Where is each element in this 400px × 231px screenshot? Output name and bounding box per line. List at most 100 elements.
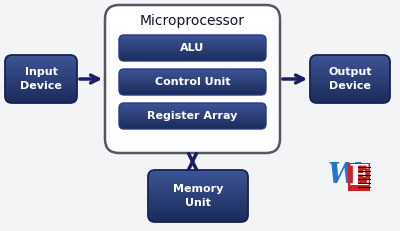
Bar — [310, 84, 390, 86]
Bar — [119, 88, 266, 89]
Bar — [148, 208, 248, 210]
Bar — [148, 189, 248, 191]
Bar — [148, 173, 248, 176]
Bar — [119, 51, 266, 52]
Bar — [119, 55, 266, 56]
Bar — [148, 212, 248, 214]
Bar — [119, 115, 266, 116]
Bar — [119, 113, 266, 114]
Bar — [119, 48, 266, 49]
Bar — [119, 110, 266, 112]
Bar — [119, 56, 266, 57]
Bar — [119, 120, 266, 121]
Bar — [119, 38, 266, 39]
Bar — [148, 217, 248, 219]
Bar — [5, 79, 77, 81]
Bar — [5, 57, 77, 59]
Bar — [119, 86, 266, 87]
Text: Device: Device — [20, 81, 62, 91]
Bar — [310, 74, 390, 76]
Bar — [119, 110, 266, 111]
Bar — [119, 48, 266, 50]
Bar — [148, 192, 248, 195]
Bar — [5, 71, 77, 73]
Bar — [310, 76, 390, 78]
Bar — [148, 215, 248, 217]
Bar — [5, 89, 77, 91]
Bar — [148, 187, 248, 190]
Bar — [119, 43, 266, 44]
Bar — [5, 100, 77, 102]
Bar — [310, 63, 390, 65]
Bar — [119, 45, 266, 46]
Text: ALU: ALU — [180, 43, 205, 53]
Bar — [119, 94, 266, 95]
Bar — [119, 114, 266, 116]
Bar — [119, 39, 266, 40]
Bar — [148, 194, 248, 197]
Bar — [119, 88, 266, 90]
Bar — [119, 49, 266, 50]
Bar — [119, 76, 266, 77]
FancyBboxPatch shape — [105, 5, 280, 153]
Bar — [119, 69, 266, 70]
Bar — [5, 76, 77, 78]
Bar — [119, 127, 266, 128]
Bar — [119, 40, 266, 41]
Bar — [5, 63, 77, 65]
Bar — [119, 47, 266, 48]
Bar — [119, 92, 266, 93]
Bar — [310, 97, 390, 99]
Bar — [148, 184, 248, 186]
Bar — [119, 122, 266, 123]
Bar — [119, 35, 266, 36]
Bar — [148, 185, 248, 188]
Bar — [119, 93, 266, 94]
Bar — [310, 82, 390, 84]
Bar — [119, 73, 266, 74]
Bar — [119, 85, 266, 87]
Bar — [119, 116, 266, 118]
Text: Register Array: Register Array — [147, 111, 238, 121]
Bar — [119, 113, 266, 115]
Bar — [119, 107, 266, 108]
Text: Memory: Memory — [173, 184, 223, 194]
Bar — [119, 41, 266, 42]
Bar — [310, 65, 390, 67]
Bar — [310, 87, 390, 89]
Bar — [5, 87, 77, 89]
Bar — [119, 40, 266, 41]
Bar — [310, 79, 390, 81]
Text: Input: Input — [24, 67, 58, 77]
Bar — [148, 219, 248, 221]
Bar — [119, 53, 266, 54]
Bar — [310, 98, 390, 100]
Bar — [119, 119, 266, 120]
Bar — [119, 91, 266, 92]
Bar — [5, 81, 77, 83]
Bar — [310, 95, 390, 97]
Bar — [5, 92, 77, 94]
Bar — [119, 105, 266, 106]
Bar — [119, 57, 266, 58]
Bar — [5, 68, 77, 70]
Bar — [5, 84, 77, 86]
Bar — [119, 70, 266, 71]
Bar — [119, 126, 266, 127]
Bar — [119, 107, 266, 109]
Bar — [5, 98, 77, 100]
Bar — [148, 170, 248, 172]
Bar — [148, 210, 248, 212]
Bar — [119, 44, 266, 45]
Bar — [310, 69, 390, 72]
Bar — [5, 101, 77, 103]
Bar — [5, 69, 77, 72]
Bar — [119, 89, 266, 90]
Bar — [119, 122, 266, 124]
Bar — [310, 89, 390, 91]
Bar — [119, 73, 266, 75]
Bar — [310, 93, 390, 95]
Bar — [119, 104, 266, 106]
Bar — [119, 60, 266, 61]
Bar — [310, 68, 390, 70]
